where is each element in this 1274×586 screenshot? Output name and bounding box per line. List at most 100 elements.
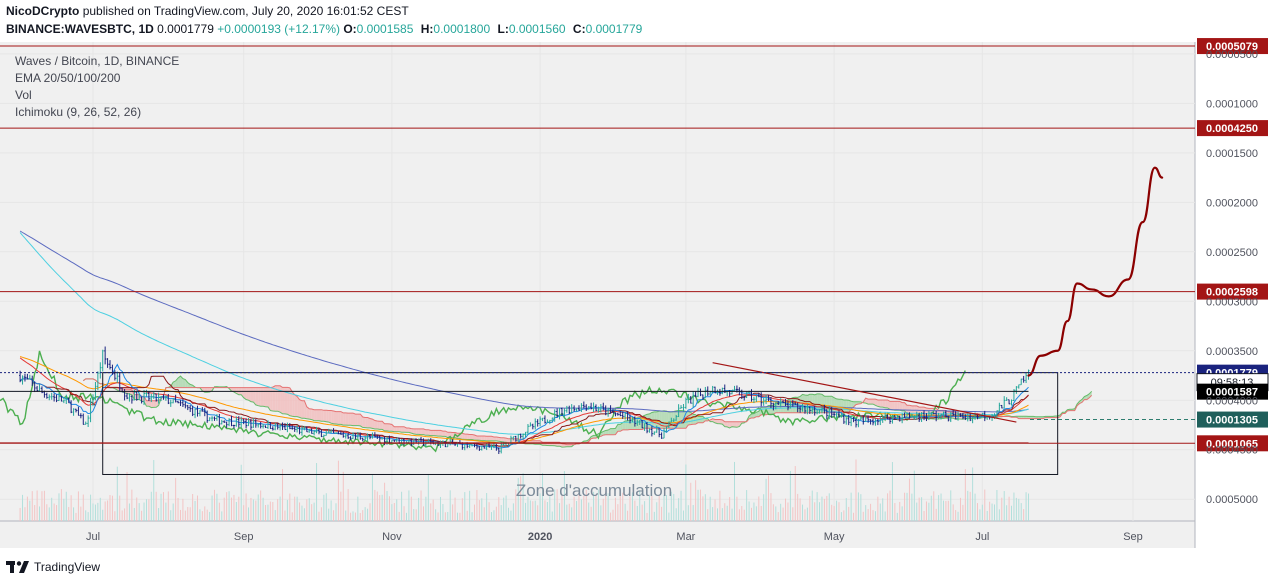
cloud-segment [768,405,771,415]
legend-ema[interactable]: EMA 20/50/100/200 [15,71,121,85]
cloud-segment [907,405,910,414]
quote-line: BINANCE:WAVESBTC, 1D 0.0001779 +0.000019… [6,22,646,36]
chart-header: NicoDCrypto published on TradingView.com… [0,0,1274,42]
cloud-segment [131,389,135,400]
cloud-segment [479,436,482,441]
legend-vol[interactable]: Vol [15,88,32,102]
cloud-segment [250,387,254,403]
cloud-segment [275,385,278,412]
cloud-segment [484,436,487,441]
time-axis[interactable]: Jul Sep Nov 2020 Mar May Jul Sep [86,531,1143,543]
level-tag-resistance [1197,38,1268,55]
cloud-segment [605,429,609,435]
cloud-segment [326,410,329,423]
cloud-segment [632,418,635,430]
cloud-segment [775,402,779,413]
level-tag-resistance [1197,120,1268,137]
cloud-segment [459,433,463,440]
cloud-segment [416,428,419,435]
cloud-segment [865,398,869,405]
cloud-segment [353,413,356,426]
time-tick-label: Jul [86,531,100,543]
level-tag-label: 0.0004250 [1206,123,1258,135]
cloud-segment [593,435,596,439]
cloud-segment [435,430,439,437]
descending-trendline [712,362,1017,423]
cloud-segment [401,426,405,433]
cloud-segment [345,412,349,426]
low-value: 0.0001560 [508,22,566,36]
cloud-segment [625,420,628,430]
cloud-segment [481,436,485,441]
chikou-span [0,350,966,453]
cloud-segment [248,387,251,402]
cloud-segment [736,421,740,428]
cloud-segment [377,421,380,430]
cloud-segment [1028,416,1031,419]
cloud-segment [778,402,781,413]
cloud-segment [770,405,774,415]
cloud-segment [280,385,283,414]
cloud-segment [756,411,759,417]
cloud-segment [732,421,735,428]
cloud-segment [1030,416,1034,419]
cloud-segment [292,391,295,417]
level-tag-label: 0.0001587 [1206,387,1258,399]
cloud-segment [717,419,720,424]
cloud-segment [890,401,893,410]
cloud-segment [897,401,900,411]
cloud-segment [418,428,422,435]
low-key: L: [497,22,509,36]
cloud-segment [355,414,358,426]
cloud-segment [335,411,339,425]
cloud-segment [272,385,276,412]
tradingview-logo-icon [6,561,29,573]
cloud-segment [678,410,682,429]
legend-title: Waves / Bitcoin, 1D, BINANCE [15,54,180,68]
cloud-segment [340,411,344,426]
price-axis[interactable]: 0.00050790.00042500.00025980.000177909:5… [1196,38,1269,506]
cloud-segment [870,399,873,405]
time-tick-label: Sep [1123,531,1143,543]
cloud-segment [309,408,312,420]
high-key: H: [420,22,434,36]
cloud-segment [501,437,504,443]
cloud-segment [880,399,883,408]
time-tick-label: Sep [234,531,254,543]
cloud-segment [365,417,368,428]
author-name[interactable]: NicoDCrypto [6,4,80,18]
cloud-segment [834,397,837,413]
volume-bars [19,459,1030,521]
price-tick-label: 0.0005000 [1206,494,1258,506]
symbol-label[interactable]: BINANCE:WAVESBTC, 1D [6,22,154,36]
cloud-segment [411,428,414,434]
level-tag-cloud [1197,411,1268,428]
cloud-segment [141,396,145,402]
cloud-segment [875,399,878,407]
cloud-segment [846,400,849,413]
cloud-segment [421,428,424,435]
cloud-segment [622,421,626,430]
cloud-segment [328,410,332,424]
cloud-segment [885,399,888,408]
ema50-line [19,356,1029,444]
price-tick-label: 0.0002500 [1206,247,1258,259]
cloud-segment [902,402,905,411]
cloud-segment [246,387,249,401]
cloud-segment [370,418,373,429]
cloud-segment [374,420,378,429]
cloud-segment [260,387,264,407]
cloud-segment [321,409,324,422]
close-value: 0.0001779 [585,22,643,36]
legend-ichimoku[interactable]: Ichimoku (9, 26, 52, 26) [15,105,142,119]
cloud-segment [506,438,509,444]
cloud-segment [350,413,353,426]
level-tag-timer [1197,383,1268,400]
cloud-segment [406,428,409,433]
zone-label[interactable]: Zone d'accumulation [516,481,672,500]
cloud-segment [430,430,434,436]
cloud-segment [185,379,188,388]
level-tag-resistance [1197,435,1268,452]
tradingview-brand[interactable]: TradingView [6,560,100,574]
